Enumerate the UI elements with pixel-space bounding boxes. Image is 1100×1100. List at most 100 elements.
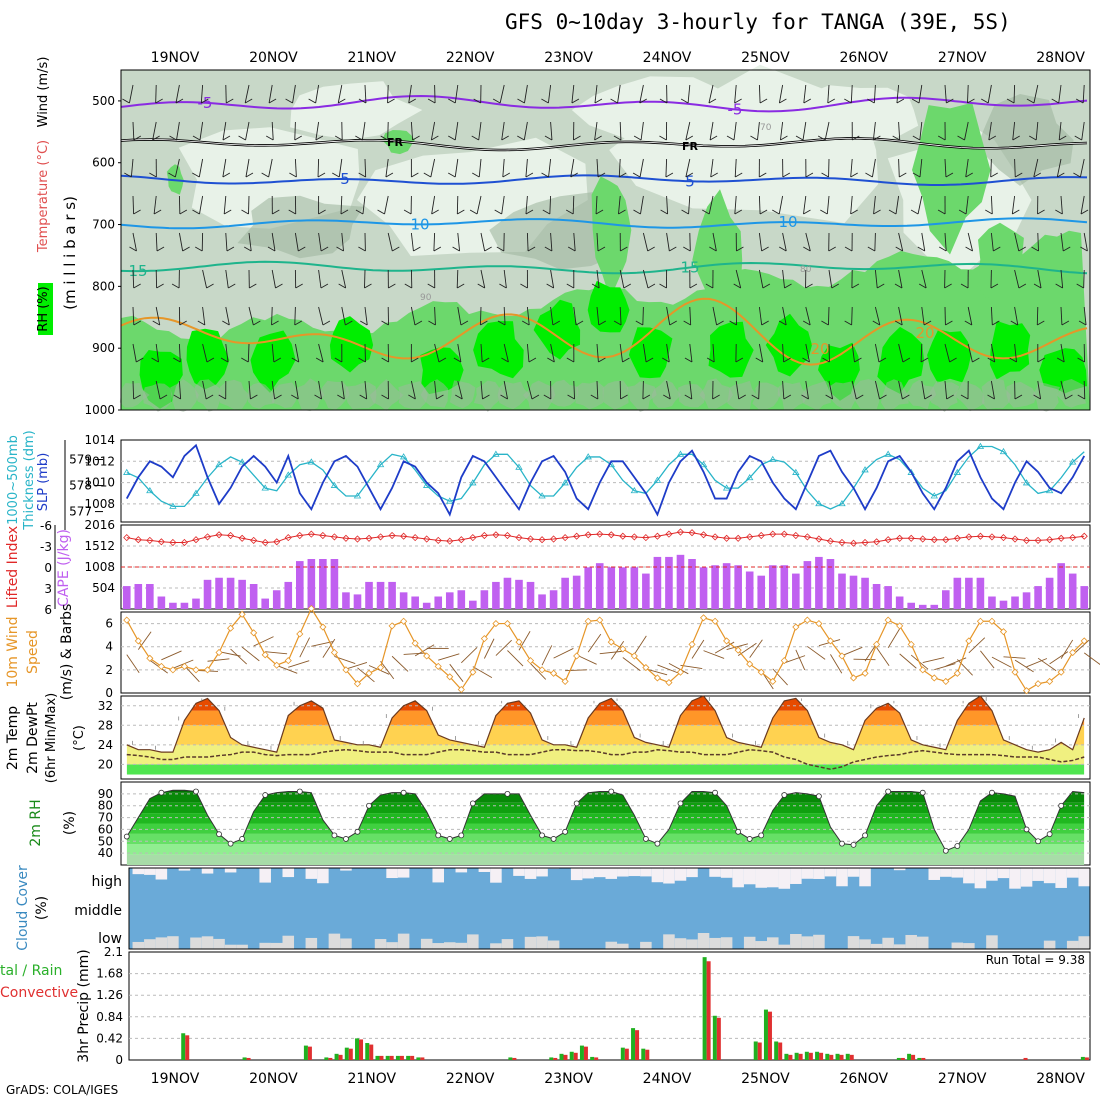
cloud-low-cover (605, 941, 618, 949)
wind-barb (292, 84, 296, 104)
isotherm-label: 15 (128, 262, 147, 280)
wind-barb (594, 84, 598, 104)
wind-barb (318, 306, 324, 326)
cape-bar (999, 600, 1008, 609)
cape-bar (399, 592, 408, 609)
rh-contour-label: 90 (420, 293, 432, 303)
wind-barb (137, 631, 152, 650)
cloud-low-cover (963, 943, 975, 949)
wind-barb (990, 172, 998, 178)
wind-barb (633, 135, 642, 141)
temp-axis-label: (°C) (72, 725, 87, 751)
precip-convective-bar (829, 1054, 834, 1060)
wind-barb (782, 343, 785, 363)
lifted-index-point (503, 531, 512, 540)
wind-barb (245, 158, 250, 178)
cloud-low-cover (720, 937, 733, 949)
wind-barb (851, 343, 855, 363)
wind-barb (206, 283, 214, 289)
isotherm-label: FR (387, 136, 404, 149)
wind-barb (202, 380, 207, 400)
lifted-index-point (157, 538, 165, 546)
wind-barb (1077, 394, 1085, 400)
wind-barb (639, 84, 644, 104)
rh-saturated-region (419, 347, 464, 395)
lifted-index-point (573, 532, 581, 540)
rh-dry-region (247, 382, 276, 409)
cloud-low-cover (536, 936, 548, 949)
wind-barb (501, 121, 505, 141)
rh-dry-region (651, 379, 682, 408)
lifted-index-point (688, 529, 696, 537)
isotherm-label: -5 (728, 100, 743, 118)
wind-barb (201, 98, 209, 104)
wind-speed-point (480, 635, 488, 643)
wind-barb (853, 658, 876, 661)
isotherm-line (120, 174, 1088, 186)
lifted-index-point (584, 531, 592, 539)
wind-barb (387, 121, 389, 141)
wind-barb (684, 357, 693, 363)
wind-barb (576, 654, 597, 665)
precip-total-bar (620, 1047, 625, 1060)
y-tick-label: 0 (105, 686, 113, 700)
rh-contour-label: 70 (760, 123, 772, 133)
cape-bar (203, 579, 212, 609)
wind-barb (712, 343, 715, 363)
wind-barb (642, 343, 647, 363)
wind-barb (691, 639, 705, 659)
precip-total-bar (416, 1057, 421, 1060)
wind-barb (403, 209, 412, 215)
cloud-low-cover (236, 944, 248, 949)
thickness-point (884, 450, 892, 457)
lifted-index-point (780, 530, 788, 538)
wind-barb (912, 172, 921, 178)
rh-point (839, 840, 845, 847)
wind-barb (526, 306, 530, 326)
lifted-index-point (469, 534, 477, 542)
cloud-low-cover (282, 935, 295, 949)
wind-barb (824, 121, 830, 141)
wind-barb (294, 121, 296, 141)
wind-barb (898, 343, 904, 363)
wind-barb (438, 653, 460, 661)
date-label-bottom: 25NOV (741, 1071, 790, 1087)
wind-barb (1056, 357, 1065, 363)
rh-saturated-region (877, 326, 924, 394)
wind-barb (896, 84, 900, 104)
date-label-bottom: 21NOV (347, 1071, 396, 1087)
y-tick-label: 0 (44, 561, 52, 575)
wind-barb (222, 158, 227, 178)
wind-barb (381, 394, 389, 400)
wind-barb (772, 668, 788, 686)
wind-barb (271, 269, 276, 289)
wind-speed-point (261, 651, 269, 659)
lifted-index-point (965, 533, 973, 541)
wind-barb (408, 84, 412, 104)
wind-speed-point (849, 674, 858, 682)
rh-point (435, 832, 442, 839)
thickness-axis-label: Thickness (dm) (22, 430, 37, 530)
wind-barb (478, 121, 482, 141)
wind-barb (594, 121, 598, 141)
cape-bar (872, 584, 881, 609)
isotherm-line (120, 217, 1088, 230)
cape-bar (930, 604, 939, 609)
cloud-low-cover (144, 939, 156, 949)
wind-barb (1060, 269, 1064, 289)
wind-barb (642, 394, 651, 400)
thickness-point (261, 484, 269, 491)
cape-bar (745, 571, 754, 609)
lifted-index-point (1022, 536, 1031, 544)
cloud-low-cover (743, 936, 756, 949)
wind-barb (610, 640, 625, 660)
thickness-point (238, 458, 246, 465)
wind-barb (241, 357, 249, 363)
wind-barb (795, 649, 806, 671)
wind-barb (1011, 195, 1016, 215)
wind-barb (921, 269, 927, 289)
cloud-high-gap (617, 868, 629, 877)
wind-barb (990, 343, 996, 363)
wind-barb (967, 343, 973, 363)
wind-barb (291, 357, 300, 363)
